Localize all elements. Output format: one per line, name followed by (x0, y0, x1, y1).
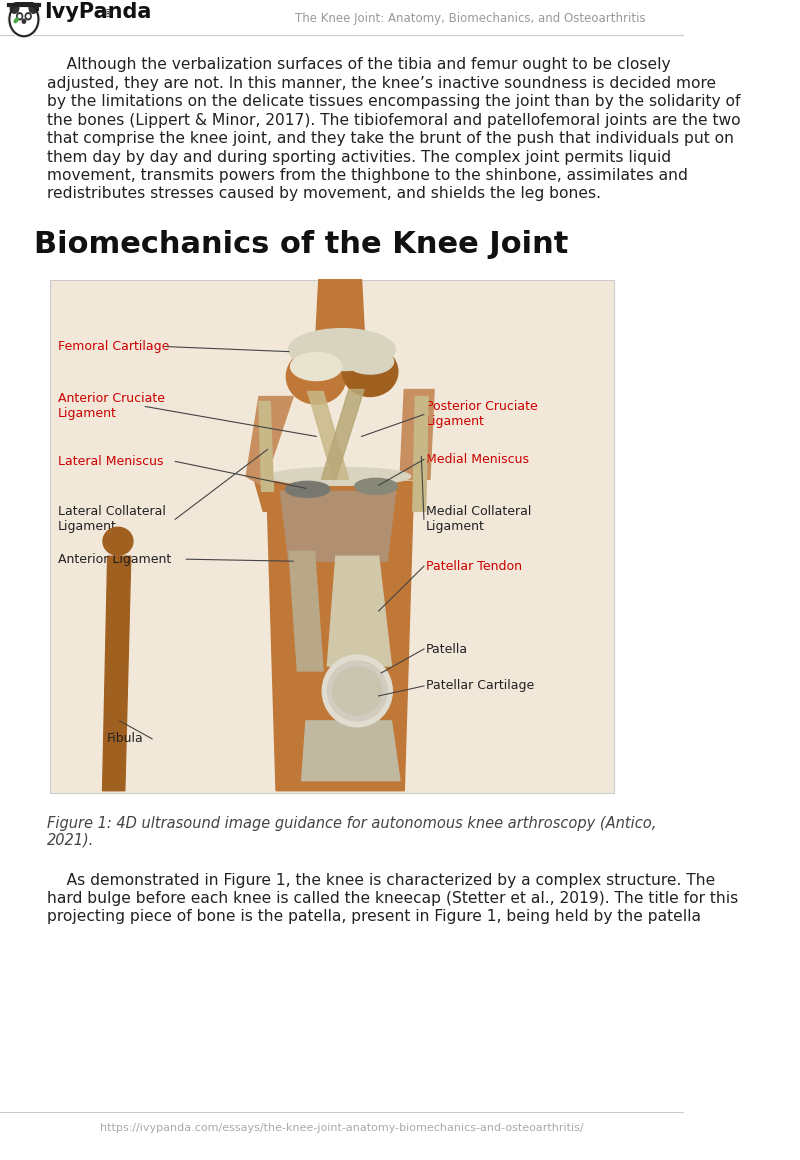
Circle shape (8, 0, 40, 38)
Ellipse shape (290, 353, 342, 380)
Polygon shape (308, 392, 349, 479)
Text: ®: ® (102, 9, 112, 20)
Text: Ligament: Ligament (58, 407, 117, 420)
Ellipse shape (289, 328, 395, 370)
Text: Medial Meniscus: Medial Meniscus (426, 452, 529, 466)
Text: Anterior Ligament: Anterior Ligament (58, 552, 171, 566)
Text: Patellar Tendon: Patellar Tendon (426, 559, 522, 573)
Text: movement, transmits powers from the thighbone to the shinbone, assimilates and: movement, transmits powers from the thig… (47, 168, 688, 183)
Text: Femoral Cartilage: Femoral Cartilage (58, 340, 170, 353)
Circle shape (10, 2, 38, 36)
Text: The Knee Joint: Anatomy, Biomechanics, and Osteoarthritis: The Knee Joint: Anatomy, Biomechanics, a… (294, 12, 646, 24)
Text: the bones (Lippert & Minor, 2017). The tibiofemoral and patellofemoral joints ar: the bones (Lippert & Minor, 2017). The t… (47, 113, 741, 128)
FancyBboxPatch shape (50, 280, 614, 792)
Ellipse shape (322, 655, 392, 727)
Circle shape (10, 3, 19, 13)
Text: Ligament: Ligament (58, 520, 117, 532)
Text: Fibula: Fibula (107, 732, 143, 746)
Text: IvyPanda: IvyPanda (45, 2, 152, 22)
Ellipse shape (286, 481, 330, 498)
Text: Patella: Patella (426, 643, 468, 655)
Circle shape (17, 13, 22, 20)
Text: Lateral Collateral: Lateral Collateral (58, 505, 166, 517)
Polygon shape (322, 390, 364, 479)
Text: that comprise the knee joint, and they take the brunt of the push that individua: that comprise the knee joint, and they t… (47, 131, 734, 146)
Polygon shape (400, 390, 434, 479)
Text: Ligament: Ligament (426, 520, 485, 532)
Text: Ligament: Ligament (426, 415, 485, 428)
Ellipse shape (342, 347, 398, 397)
Text: Posterior Cruciate: Posterior Cruciate (426, 400, 538, 413)
Circle shape (22, 20, 26, 23)
Text: adjusted, they are not. In this manner, the knee’s inactive soundness is decided: adjusted, they are not. In this manner, … (47, 75, 716, 90)
Text: Biomechanics of the Knee Joint: Biomechanics of the Knee Joint (34, 230, 569, 259)
Polygon shape (302, 720, 400, 781)
Ellipse shape (103, 528, 133, 556)
Text: 2021).: 2021). (47, 833, 94, 848)
Polygon shape (15, 2, 33, 6)
Text: Lateral Meniscus: Lateral Meniscus (58, 455, 164, 467)
Ellipse shape (327, 661, 387, 720)
Text: redistributes stresses caused by movement, and shields the leg bones.: redistributes stresses caused by movemen… (47, 187, 601, 202)
Text: As demonstrated in Figure 1, the knee is characterized by a complex structure. T: As demonstrated in Figure 1, the knee is… (47, 872, 715, 887)
Circle shape (18, 15, 21, 17)
Ellipse shape (286, 349, 346, 404)
Text: by the limitations on the delicate tissues encompassing the joint than by the so: by the limitations on the delicate tissu… (47, 94, 741, 109)
Polygon shape (413, 397, 428, 512)
Text: Patellar Cartilage: Patellar Cartilage (426, 680, 534, 693)
Polygon shape (246, 397, 293, 486)
Text: Figure 1: 4D ultrasound image guidance for autonomous knee arthroscopy (Antico,: Figure 1: 4D ultrasound image guidance f… (47, 815, 656, 831)
Text: Although the verbalization surfaces of the tibia and femur ought to be closely: Although the verbalization surfaces of t… (47, 57, 670, 72)
Text: https://ivypanda.com/essays/the-knee-joint-anatomy-biomechanics-and-osteoarthrit: https://ivypanda.com/essays/the-knee-joi… (100, 1123, 584, 1133)
Polygon shape (259, 401, 274, 492)
Text: hard bulge before each knee is called the kneecap (Stetter et al., 2019). The ti: hard bulge before each knee is called th… (47, 891, 738, 906)
Ellipse shape (14, 17, 18, 23)
Ellipse shape (354, 478, 398, 494)
Polygon shape (254, 481, 426, 512)
Polygon shape (267, 509, 413, 791)
Text: Anterior Cruciate: Anterior Cruciate (58, 392, 165, 405)
Text: projecting piece of bone is the patella, present in Figure 1, being held by the : projecting piece of bone is the patella,… (47, 909, 701, 925)
Circle shape (29, 3, 38, 13)
Polygon shape (102, 556, 130, 791)
Polygon shape (280, 492, 396, 561)
Polygon shape (314, 280, 366, 362)
Circle shape (27, 15, 30, 17)
Polygon shape (327, 556, 391, 666)
Ellipse shape (333, 667, 382, 715)
Circle shape (26, 13, 31, 20)
Text: them day by day and during sporting activities. The complex joint permits liquid: them day by day and during sporting acti… (47, 150, 671, 165)
Polygon shape (289, 551, 323, 670)
Text: Medial Collateral: Medial Collateral (426, 505, 531, 517)
Ellipse shape (270, 467, 410, 485)
Ellipse shape (346, 349, 394, 374)
